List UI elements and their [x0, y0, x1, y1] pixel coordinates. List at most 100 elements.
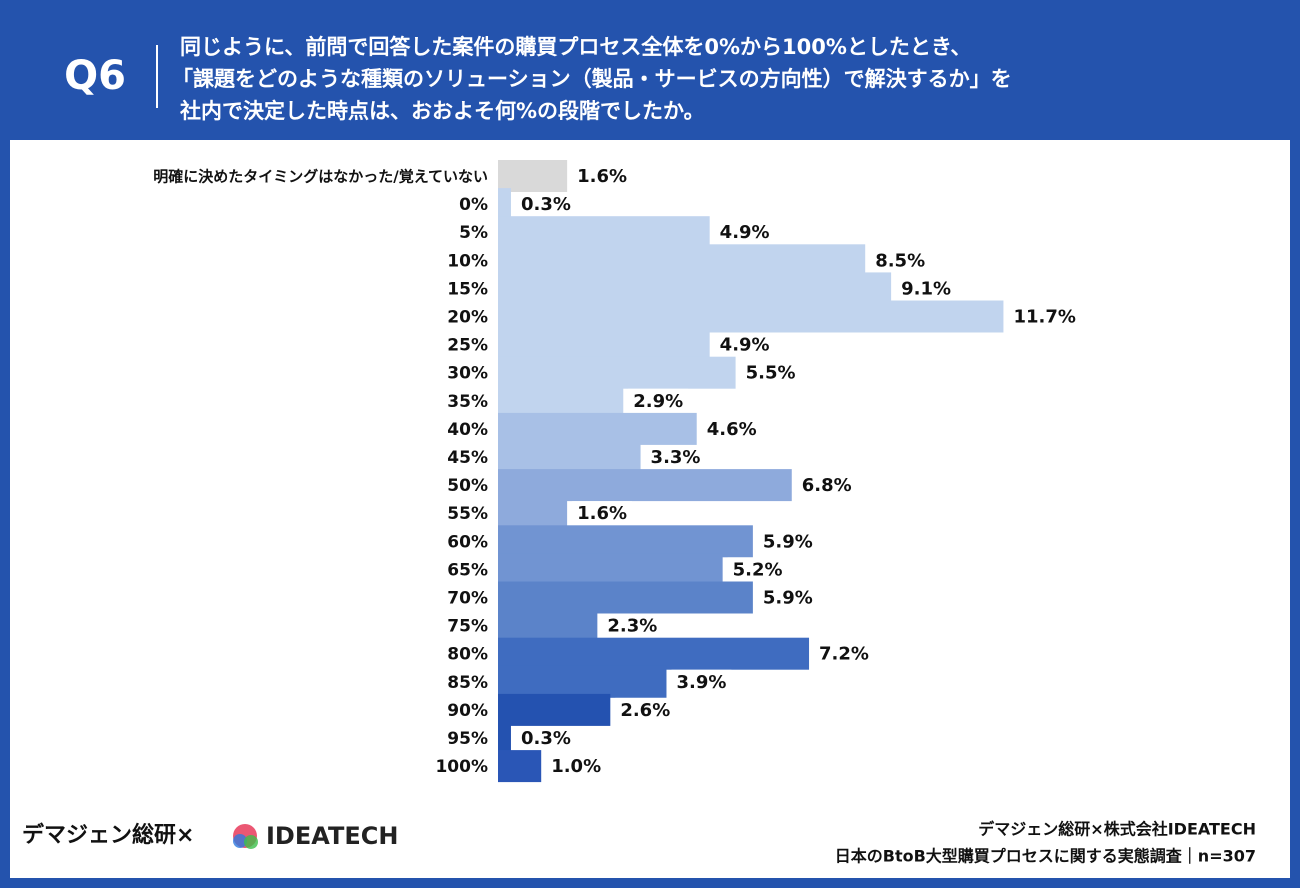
category-label: 50% [447, 476, 488, 496]
category-label: 35% [447, 392, 488, 412]
category-label: 20% [447, 308, 488, 328]
value-label-bg [515, 192, 576, 217]
category-label: 65% [447, 560, 488, 580]
value-label: 2.3% [607, 616, 657, 637]
bar [498, 581, 753, 614]
value-label-bg [546, 754, 607, 779]
bar [498, 216, 710, 249]
category-label: 75% [447, 617, 488, 637]
value-label: 3.9% [676, 672, 726, 693]
category-label: 明確に決めたタイミングはなかった/覚えていない [153, 168, 488, 186]
value-label-bg [757, 585, 818, 610]
bar [498, 722, 511, 754]
value-label-bg [896, 276, 957, 301]
value-label-bg [701, 416, 762, 441]
bar [498, 300, 1004, 333]
value-label: 1.6% [577, 503, 627, 524]
category-label: 90% [447, 701, 488, 721]
value-label-bg [572, 501, 633, 526]
value-label-bg [572, 164, 633, 188]
value-label-bg [714, 332, 775, 357]
logo-icon [244, 835, 258, 849]
value-label-bg [727, 557, 788, 582]
bar [498, 244, 866, 277]
brand: デマジェン総研× [22, 822, 194, 848]
value-label: 5.2% [733, 559, 783, 580]
value-label: 0.3% [521, 728, 571, 749]
bar [498, 160, 568, 192]
category-label: 80% [447, 645, 488, 665]
category-label: 10% [447, 251, 488, 271]
value-label-bg [628, 388, 689, 413]
value-label-bg [870, 248, 931, 273]
question-line: 同じように、前問で回答した案件の購買プロセス全体を0%から100%としたとき、 [180, 35, 971, 59]
category-label: 5% [459, 223, 488, 243]
category-label: 100% [435, 757, 488, 777]
value-label: 0.3% [521, 194, 571, 215]
bar [498, 412, 697, 445]
bar [498, 272, 892, 305]
bar [498, 188, 511, 221]
value-label-bg [796, 473, 857, 498]
question-label: Q6 [64, 53, 126, 99]
value-label: 2.9% [633, 391, 683, 412]
value-label: 5.9% [763, 531, 813, 552]
category-label: 15% [447, 279, 488, 299]
value-label: 6.8% [802, 475, 852, 496]
bar [498, 609, 598, 642]
category-label: 45% [447, 448, 488, 468]
category-label: 60% [447, 532, 488, 552]
bar [498, 384, 624, 417]
value-label: 3.3% [651, 447, 701, 468]
bar [498, 750, 542, 783]
value-label: 9.1% [901, 278, 951, 299]
question-line: 「課題をどのような種類のソリューション（製品・サービスの方向性）で解決するか」を [172, 67, 1012, 91]
value-label-bg [671, 669, 732, 694]
value-label-bg [1008, 304, 1081, 329]
bar [498, 553, 723, 586]
category-label: 40% [447, 420, 488, 440]
value-label: 8.5% [875, 250, 925, 271]
bar [498, 693, 611, 726]
value-label: 1.6% [577, 166, 627, 187]
bar [498, 637, 810, 670]
bar [498, 356, 736, 389]
bar [498, 441, 641, 473]
value-label: 4.6% [707, 419, 757, 440]
value-label: 4.9% [720, 222, 770, 243]
bar [498, 665, 667, 698]
category-label: 85% [447, 673, 488, 693]
question-line: 社内で決定した時点は、おおよそ何%の段階でしたか。 [179, 99, 705, 123]
source: デマジェン総研×株式会社IDEATECH [978, 820, 1256, 839]
bar [498, 469, 792, 502]
value-label: 11.7% [1013, 307, 1075, 328]
source: 日本のBtoB大型購買プロセスに関する実態調査｜n=307 [835, 847, 1256, 866]
value-label-bg [645, 445, 706, 469]
category-label: 95% [447, 729, 488, 749]
category-label: 0% [459, 195, 488, 215]
logo-icon [233, 834, 247, 848]
value-label-bg [615, 697, 676, 722]
value-label: 4.9% [720, 335, 770, 356]
logo-text: IDEATECH [266, 822, 398, 850]
value-label-bg [740, 360, 801, 385]
value-label-bg [757, 529, 818, 554]
value-label-bg [602, 613, 663, 638]
value-label-bg [714, 220, 775, 245]
value-label: 5.9% [763, 588, 813, 609]
value-label: 1.0% [551, 756, 601, 777]
bar [498, 525, 753, 558]
bar [498, 497, 568, 530]
category-label: 30% [447, 364, 488, 384]
category-label: 70% [447, 589, 488, 609]
value-label-bg [515, 726, 576, 750]
category-label: 55% [447, 504, 488, 524]
value-label: 2.6% [620, 700, 670, 721]
value-label: 5.5% [746, 363, 796, 384]
category-label: 25% [447, 336, 488, 356]
value-label-bg [814, 641, 874, 666]
value-label: 7.2% [819, 644, 869, 665]
bar [498, 328, 710, 361]
